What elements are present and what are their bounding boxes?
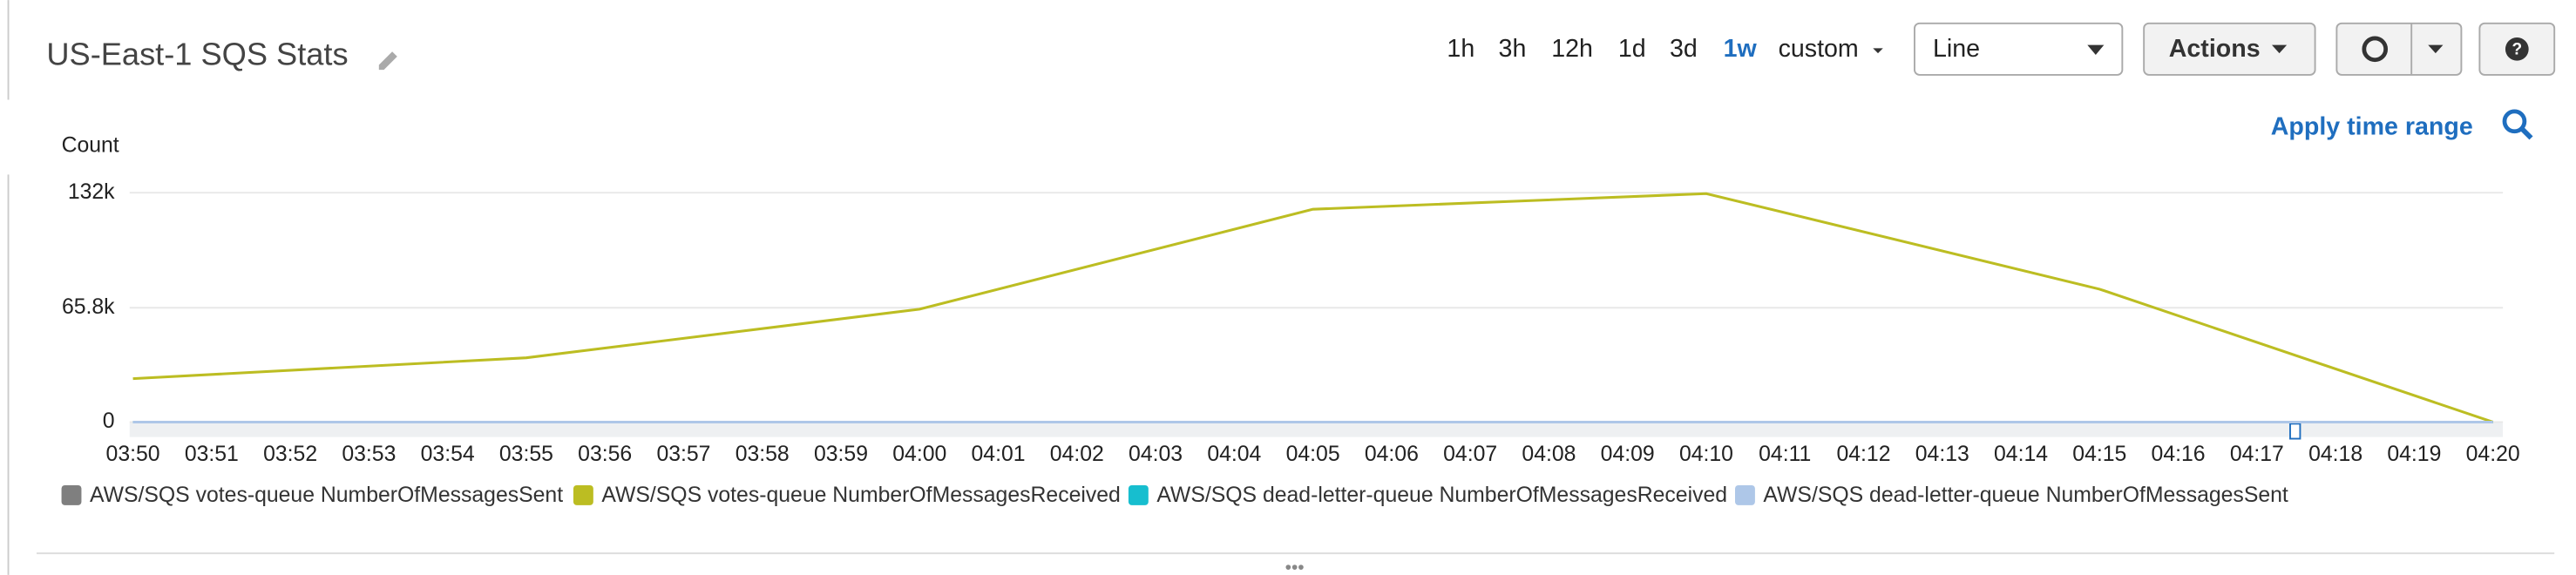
actions-button[interactable] [2143, 22, 2316, 76]
x-tick-label: 03:57 [656, 443, 710, 466]
x-tick-label: 04:19 [2387, 443, 2441, 466]
caret [1873, 48, 1883, 54]
series-line [132, 192, 2494, 423]
x-tick-label: 03:53 [342, 443, 396, 466]
y-axis-label: Count [62, 133, 119, 157]
caret [2087, 44, 2105, 56]
x-tick-label: 04:02 [1050, 443, 1104, 466]
help-icon [2505, 37, 2529, 61]
view-select[interactable] [1914, 22, 2124, 76]
x-tick-label: 04:12 [1836, 443, 1890, 466]
legend-swatch[interactable] [1735, 484, 1755, 505]
x-tick-label: 04:10 [1679, 443, 1733, 466]
time-range[interactable]: 12h [1551, 35, 1593, 63]
y-tick-label: 65.8k [62, 295, 115, 319]
y-tick-label: 0 [103, 409, 115, 433]
time-range[interactable]: 1h [1447, 35, 1474, 63]
x-tick-label: 03:52 [263, 443, 317, 466]
x-tick-label: 04:18 [2308, 443, 2362, 466]
time-range[interactable]: 3h [1499, 35, 1527, 63]
view-select-value: Line [1933, 35, 1980, 63]
time-ranges: 1h 3h 12h 1d 3d 1w [1447, 35, 1757, 63]
x-tick-label: 03:55 [499, 443, 553, 466]
x-tick-label: 04:04 [1207, 443, 1261, 466]
resize-handle[interactable]: ••• [1285, 558, 1305, 575]
x-tick-label: 04:05 [1286, 443, 1340, 466]
x-tick-label: 04:07 [1443, 443, 1497, 466]
edit-icon[interactable] [378, 51, 397, 71]
x-tick-label: 03:50 [106, 443, 160, 466]
x-tick-label: 04:08 [1522, 443, 1576, 466]
x-tick-label: 04:06 [1365, 443, 1419, 466]
time-range[interactable]: 1w [1724, 35, 1758, 63]
legend-label[interactable]: AWS/SQS dead-letter-queue NumberOfMessag… [1156, 484, 1727, 507]
legend-swatch[interactable] [573, 484, 593, 505]
x-tick-label: 04:20 [2466, 443, 2520, 466]
x-axis-band [129, 422, 2504, 437]
help-icon-mark: ? [2512, 40, 2522, 58]
legend-label[interactable]: AWS/SQS votes-queue NumberOfMessagesRece… [601, 484, 1120, 507]
refresh-button[interactable] [2335, 22, 2463, 76]
time-range[interactable]: 1d [1618, 35, 1646, 63]
x-tick-label: 04:11 [1759, 443, 1811, 466]
actions-label: Actions [2169, 35, 2261, 63]
legend-swatch[interactable] [1128, 484, 1149, 505]
x-tick-label: 04:03 [1129, 443, 1183, 466]
x-tick-label: 03:51 [185, 443, 239, 466]
x-tick-label: 04:13 [1915, 443, 1969, 466]
caret [2272, 44, 2288, 54]
refresh-icon [2362, 36, 2389, 63]
legend-label[interactable]: AWS/SQS dead-letter-queue NumberOfMessag… [1763, 484, 2288, 507]
time-range[interactable]: 3d [1670, 35, 1698, 63]
range-handle[interactable] [2289, 423, 2301, 440]
x-tick-label: 03:59 [814, 443, 868, 466]
x-tick-label: 04:15 [2072, 443, 2126, 466]
x-tick-label: 04:14 [1994, 443, 2048, 466]
x-tick-label: 03:58 [736, 443, 790, 466]
apply-time-range[interactable]: Apply time range [2271, 112, 2473, 140]
caret[interactable] [2428, 44, 2444, 54]
zoom-out-handle [2519, 125, 2533, 140]
x-tick-label: 03:56 [578, 443, 632, 466]
x-tick-label: 04:17 [2230, 443, 2284, 466]
widget-title: US-East-1 SQS Stats [46, 36, 348, 71]
legend-swatch[interactable] [61, 484, 82, 505]
x-tick-label: 04:16 [2152, 443, 2206, 466]
zoom-out-icon[interactable] [2502, 109, 2527, 134]
x-tick-label: 03:54 [421, 443, 475, 466]
x-tick-label: 04:01 [972, 443, 1026, 466]
y-tick-label: 132k [68, 180, 115, 204]
legend-label[interactable]: AWS/SQS votes-queue NumberOfMessagesSent [90, 484, 563, 507]
x-tick-label: 04:09 [1601, 443, 1655, 466]
custom-range[interactable]: custom [1779, 35, 1859, 63]
x-tick-label: 04:00 [892, 443, 946, 466]
